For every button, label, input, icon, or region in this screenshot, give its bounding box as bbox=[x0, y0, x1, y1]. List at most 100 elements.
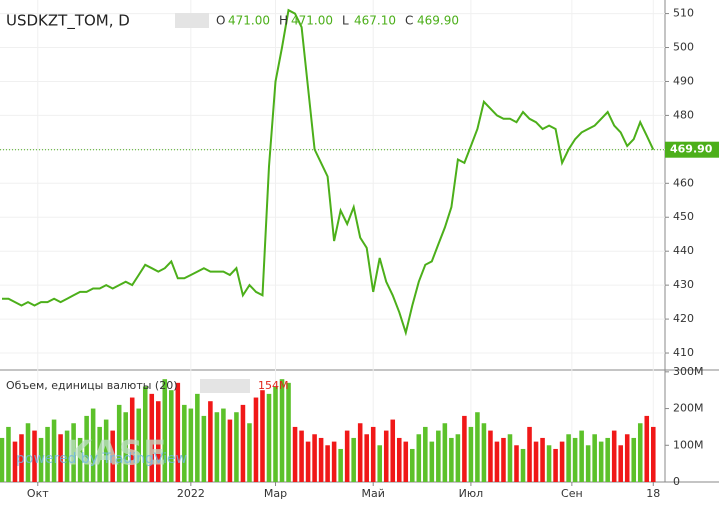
volume-bar bbox=[142, 386, 148, 482]
volume-bar bbox=[566, 434, 571, 482]
volume-bar bbox=[58, 434, 63, 482]
volume-bar bbox=[162, 379, 168, 482]
x-tick-label: Май bbox=[362, 487, 385, 500]
volume-bar bbox=[475, 412, 480, 482]
ohlc-value: 471.00 bbox=[228, 14, 270, 28]
volume-y-tick-label: 200M bbox=[673, 402, 704, 415]
volume-bar bbox=[25, 423, 31, 482]
volume-bar bbox=[325, 445, 330, 482]
volume-bar bbox=[214, 412, 220, 482]
header-buttons[interactable] bbox=[175, 13, 209, 28]
volume-bar bbox=[488, 430, 493, 482]
volume-bar bbox=[221, 408, 226, 482]
volume-bar bbox=[136, 408, 142, 482]
volume-bar bbox=[631, 437, 637, 482]
volume-bar bbox=[338, 448, 343, 482]
volume-bar bbox=[155, 401, 161, 482]
volume-bar bbox=[436, 430, 441, 482]
volume-bar bbox=[370, 426, 376, 482]
volume-bar bbox=[533, 441, 539, 482]
volume-bar bbox=[514, 445, 519, 482]
volume-bar bbox=[644, 415, 650, 482]
volume-bar bbox=[572, 437, 578, 482]
ohlc-value: 467.10 bbox=[354, 14, 396, 28]
volume-bar bbox=[598, 441, 604, 482]
volume-bar bbox=[331, 441, 337, 482]
volume-bar bbox=[64, 430, 70, 482]
volume-bar bbox=[611, 430, 617, 482]
marks bbox=[0, 0, 665, 482]
price-line bbox=[2, 8, 655, 337]
volume-bar bbox=[462, 415, 467, 482]
volume-bar bbox=[455, 434, 461, 482]
volume-bar bbox=[129, 397, 135, 482]
volume-bar bbox=[208, 401, 213, 482]
volume-bar bbox=[71, 423, 76, 482]
volume-bar bbox=[90, 408, 96, 482]
volume-bar bbox=[618, 445, 623, 482]
volume-bar bbox=[585, 445, 591, 482]
volume-bar bbox=[38, 437, 44, 482]
volume-bar bbox=[260, 390, 265, 482]
volume-bar bbox=[32, 430, 37, 482]
x-tick-label: 18 bbox=[646, 487, 660, 500]
y-tick-label: 430 bbox=[673, 278, 694, 291]
y-tick-label: 460 bbox=[673, 176, 694, 189]
volume-bar bbox=[351, 437, 356, 482]
volume-bar bbox=[175, 382, 181, 482]
volume-bar bbox=[364, 434, 369, 482]
volume-bar bbox=[637, 423, 643, 482]
volume-bar bbox=[442, 423, 448, 482]
volume-bar bbox=[266, 393, 272, 482]
volume-bar bbox=[390, 419, 396, 482]
volume-bar bbox=[410, 448, 415, 482]
volume-bar bbox=[240, 404, 246, 482]
volume-bar bbox=[97, 426, 102, 482]
volume-bar bbox=[377, 445, 383, 482]
volume-bar bbox=[624, 434, 630, 482]
volume-bar bbox=[45, 426, 50, 482]
volume-buttons[interactable] bbox=[200, 379, 250, 393]
volume-bar bbox=[0, 437, 5, 482]
x-tick-label: 2022 bbox=[177, 487, 205, 500]
volume-bar bbox=[449, 437, 454, 482]
volume-bar bbox=[123, 412, 128, 482]
volume-bar bbox=[357, 423, 363, 482]
volume-bar bbox=[318, 437, 324, 482]
volume-bar bbox=[344, 430, 350, 482]
volume-bar bbox=[247, 423, 252, 482]
volume-bar bbox=[383, 430, 389, 482]
x-tick-label: Сен bbox=[561, 487, 583, 500]
volume-bar bbox=[188, 408, 194, 482]
y-tick-label: 450 bbox=[673, 210, 694, 223]
y-tick-label: 500 bbox=[673, 41, 694, 54]
watermark: KASE bbox=[66, 434, 166, 474]
volume-bar bbox=[299, 430, 304, 482]
volume-bar bbox=[416, 434, 422, 482]
volume-last: 154M bbox=[258, 379, 289, 392]
volume-bar bbox=[305, 441, 311, 482]
y-tick-label: 510 bbox=[673, 7, 694, 20]
volume-bar bbox=[650, 426, 656, 482]
volume-bar bbox=[182, 404, 187, 482]
volume-bar bbox=[279, 379, 285, 482]
volume-bar bbox=[559, 441, 565, 482]
volume-bar bbox=[149, 393, 155, 482]
volume-bar bbox=[51, 419, 57, 482]
volume-title: Объем, единицы валюты (20) bbox=[6, 379, 178, 392]
volume-bar bbox=[423, 426, 428, 482]
y-tick-label: 420 bbox=[673, 312, 694, 325]
volume-bar bbox=[527, 426, 532, 482]
volume-bar bbox=[507, 434, 513, 482]
volume-bar bbox=[546, 445, 552, 482]
volume-bar bbox=[77, 437, 83, 482]
volume-bar bbox=[501, 437, 506, 482]
x-tick-label: Мар bbox=[264, 487, 287, 500]
volume-bar bbox=[468, 426, 474, 482]
watermark-sub: powered by TradingView bbox=[16, 451, 187, 467]
ohlc-value: 469.90 bbox=[417, 14, 459, 28]
volume-bar bbox=[19, 434, 24, 482]
volume-bar bbox=[579, 430, 584, 482]
last-value-label: 469.90 bbox=[670, 143, 713, 156]
volume-bar bbox=[592, 434, 597, 482]
